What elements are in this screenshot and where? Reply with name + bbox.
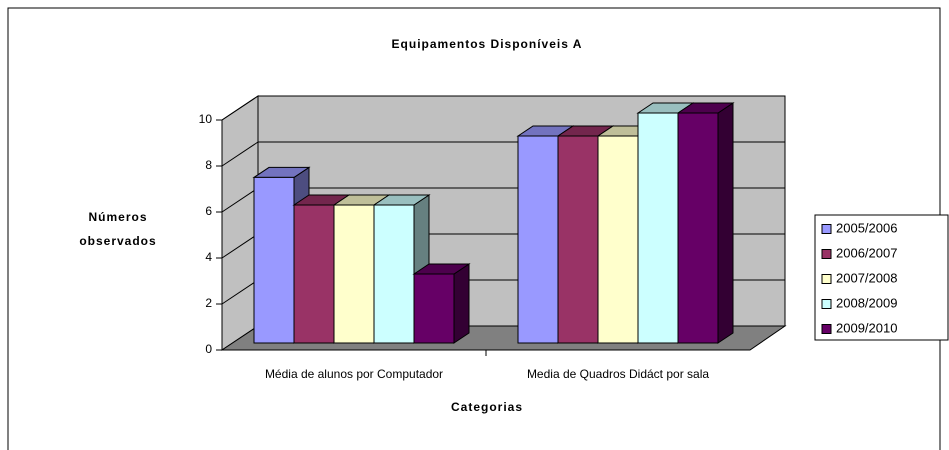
y-tick-label: 2 <box>205 296 212 310</box>
y-axis-label: observados <box>79 234 156 248</box>
y-axis-label: Números <box>88 210 147 224</box>
bar <box>413 273 455 344</box>
bar <box>557 135 599 344</box>
bar <box>293 204 335 344</box>
bar <box>677 112 719 344</box>
bar <box>637 112 679 344</box>
x-tick-label: Média de alunos por Computador <box>265 367 443 381</box>
y-tick-label: 8 <box>205 158 212 172</box>
bar <box>517 135 559 344</box>
bar-side <box>717 102 734 344</box>
grid-line <box>221 279 259 305</box>
bar <box>253 176 295 344</box>
y-tick-label: 4 <box>205 250 212 264</box>
legend-swatch <box>821 249 832 259</box>
legend-swatch <box>821 299 832 309</box>
legend-label: 2009/2010 <box>836 320 897 335</box>
grid-line <box>221 187 259 213</box>
legend-label: 2005/2006 <box>836 220 897 235</box>
bar-side <box>453 263 470 344</box>
y-tick-label: 10 <box>199 112 213 126</box>
grid-line <box>221 141 259 167</box>
bar <box>333 204 375 344</box>
legend-swatch <box>821 224 832 234</box>
x-tick-label: Media de Quadros Didáct por sala <box>527 367 709 381</box>
x-axis-label: Categorias <box>451 400 523 414</box>
legend <box>814 214 949 341</box>
bar <box>373 204 415 344</box>
y-tick-label: 0 <box>205 342 212 356</box>
grid-line <box>221 95 259 121</box>
legend-label: 2006/2007 <box>836 245 897 260</box>
legend-swatch <box>821 324 832 334</box>
legend-swatch <box>821 274 832 284</box>
side-wall <box>221 95 259 351</box>
chart-title: Equipamentos Disponíveis A <box>392 37 583 51</box>
y-tick-label: 6 <box>205 204 212 218</box>
legend-label: 2008/2009 <box>836 295 897 310</box>
grid-line <box>221 233 259 259</box>
legend-label: 2007/2008 <box>836 270 897 285</box>
bar <box>597 135 639 344</box>
